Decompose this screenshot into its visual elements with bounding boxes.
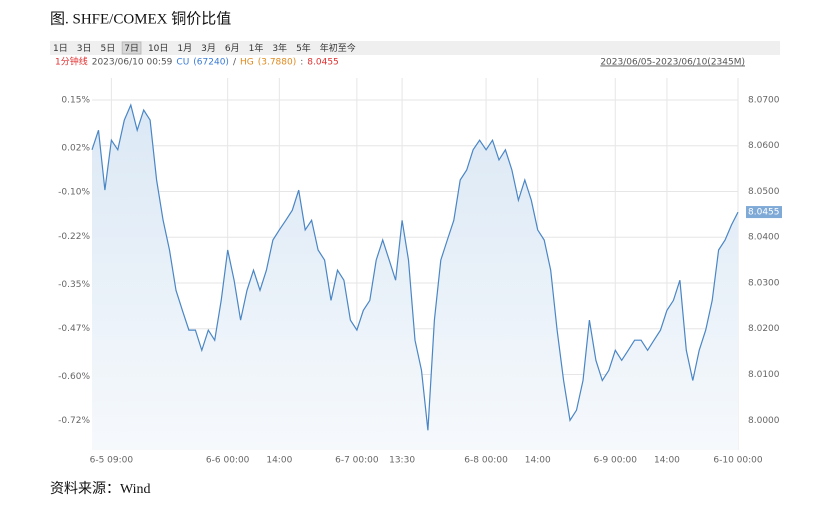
- y-tick-label: 8.0100: [748, 370, 780, 380]
- y2-tick-label: -0.60%: [58, 372, 90, 382]
- x-tick-label: 6-9 00:00: [594, 456, 638, 466]
- info-cu: CU: [176, 58, 189, 68]
- x-tick-label: 14:00: [654, 456, 680, 466]
- range-button[interactable]: 10日: [148, 43, 168, 54]
- range-button[interactable]: 3年: [272, 42, 287, 54]
- range-button[interactable]: 年初至今: [320, 42, 356, 54]
- y-tick-label: 8.0000: [748, 416, 780, 426]
- y-tick-label: 8.0600: [748, 141, 780, 151]
- x-tick-label: 14:00: [525, 456, 551, 466]
- range-button[interactable]: 3日: [77, 43, 92, 54]
- range-button[interactable]: 1年: [249, 42, 264, 54]
- range-button[interactable]: 3月: [201, 43, 216, 54]
- x-tick-label: 6-5 09:00: [90, 456, 134, 466]
- y-tick-label: 8.0200: [748, 324, 780, 334]
- x-tick-label: 6-10 00:00: [713, 456, 762, 466]
- info-sep: /: [233, 58, 237, 68]
- y2-tick-label: -0.47%: [58, 324, 90, 334]
- line: [91, 103, 739, 431]
- y2-tick-label: -0.35%: [58, 280, 90, 290]
- info-time: 2023/06/10 00:59: [92, 58, 173, 68]
- info-span: 2023/06/05-2023/06/10(2345M): [600, 58, 745, 68]
- x-tick-label: 6-6 00:00: [206, 456, 250, 466]
- info-ratio: 8.0455: [307, 58, 339, 68]
- range-button[interactable]: 1月: [177, 43, 192, 54]
- y2-tick-label: -0.22%: [58, 232, 90, 242]
- area: [92, 105, 738, 450]
- y2-tick-label: 0.15%: [61, 96, 90, 106]
- info-hg: HG: [240, 58, 254, 68]
- current-value-tag: [746, 206, 782, 219]
- info-hg-price: (3.7880): [258, 58, 297, 68]
- range-button[interactable]: 1日: [53, 43, 68, 54]
- toolbar: [50, 41, 780, 55]
- x-tick-label: 14:00: [266, 456, 292, 466]
- info-interval: 1分钟线: [55, 56, 88, 68]
- range-button[interactable]: 6月: [225, 43, 240, 54]
- figure-title: 图. SHFE/COMEX 铜价比值: [50, 10, 231, 27]
- info-colon: :: [300, 58, 303, 68]
- y2-tick-label: -0.72%: [58, 416, 90, 426]
- info-cu-price: (67240): [193, 58, 229, 68]
- x-tick-label: 6-8 00:00: [464, 456, 508, 466]
- y2-tick-label: -0.10%: [58, 188, 90, 198]
- y-tick-label: 8.0300: [748, 278, 780, 288]
- y2-tick-label: 0.02%: [61, 143, 90, 153]
- range-button-bg[interactable]: [121, 41, 142, 55]
- x-tick-label: 13:30: [389, 456, 415, 466]
- range-button[interactable]: 5年: [296, 42, 311, 54]
- range-button[interactable]: 7日: [124, 43, 139, 54]
- y-tick-label: 8.0500: [748, 187, 780, 197]
- current-value-label: 8.0455: [748, 208, 780, 218]
- y-tick-label: 8.0400: [748, 233, 780, 243]
- range-button[interactable]: 5日: [100, 43, 115, 54]
- y-tick-label: 8.0700: [748, 95, 780, 105]
- source: 资料来源：Wind: [50, 481, 151, 497]
- x-tick-label: 6-7 00:00: [335, 456, 379, 466]
